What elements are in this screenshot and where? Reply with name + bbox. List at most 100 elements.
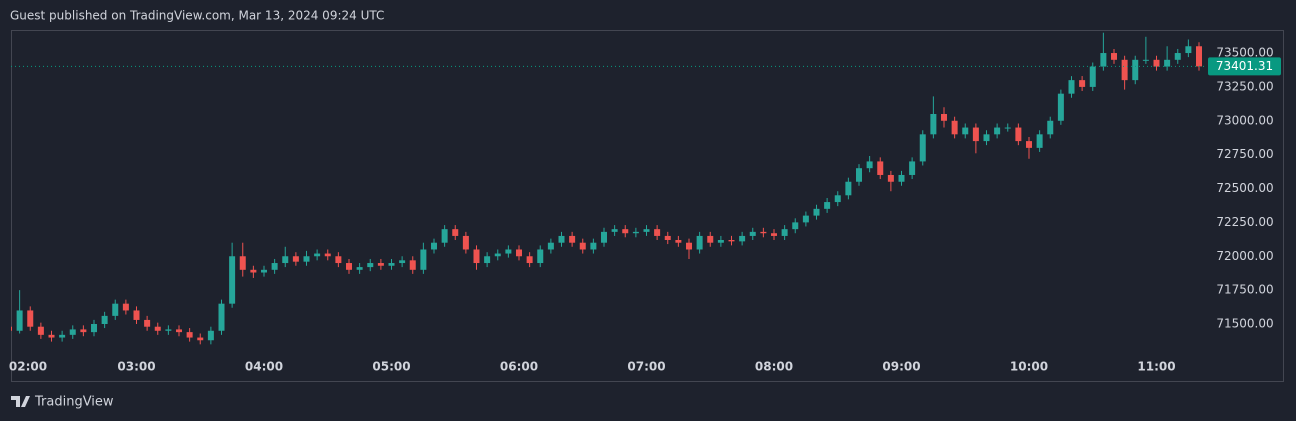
candle-body (1185, 46, 1192, 54)
candle-body (728, 240, 735, 242)
candle-body (441, 229, 448, 243)
y-tick-label: 73000.00 (1216, 113, 1273, 127)
candle-body (919, 134, 926, 162)
last-price-label: 73401.31 (1216, 59, 1273, 73)
candle-body (11, 326, 12, 331)
candle-body (122, 303, 129, 311)
candle-body (1047, 120, 1054, 135)
x-tick-label: 05:00 (372, 360, 410, 374)
candle-body (1026, 141, 1032, 148)
candle-body (643, 229, 650, 232)
candle-body (781, 229, 788, 236)
candle-body (696, 235, 703, 250)
candle-body (579, 242, 586, 250)
candle-body (664, 235, 671, 240)
y-tick-label: 71500.00 (1216, 317, 1273, 331)
candle-body (834, 195, 841, 203)
candle-body (1174, 53, 1181, 60)
candle-body (1036, 134, 1043, 148)
candle-body (101, 315, 108, 324)
candle-body (452, 229, 459, 236)
candle-body (686, 242, 692, 250)
candle-body (675, 240, 682, 243)
candle-body (16, 310, 23, 331)
x-tick-label: 07:00 (627, 360, 665, 374)
candle-body (37, 326, 44, 335)
candle-body (388, 263, 395, 266)
candle-body (229, 256, 236, 304)
candle-body (941, 114, 947, 121)
y-tick-label: 72250.00 (1216, 215, 1273, 229)
candle-body (622, 229, 629, 234)
candle-body (282, 256, 289, 264)
x-tick-label: 06:00 (500, 360, 538, 374)
candle-body (303, 256, 310, 262)
candle-body (462, 235, 469, 250)
candle-body (377, 263, 384, 266)
candle-body (856, 168, 862, 182)
candle-body (1132, 59, 1139, 81)
last-price-tag (1208, 57, 1281, 76)
candle-body (431, 242, 437, 250)
chart-frame (11, 30, 1284, 382)
candle-body (972, 127, 979, 142)
candle-body (324, 253, 331, 257)
candle-body (356, 267, 363, 270)
candle-body (133, 310, 140, 320)
candle-body (1142, 59, 1149, 61)
candle-body (516, 249, 522, 257)
candle-body (558, 235, 565, 243)
candle-body (505, 249, 512, 254)
x-tick-label: 04:00 (245, 360, 283, 374)
candle-body (824, 202, 831, 209)
candle-body (1111, 53, 1117, 60)
x-tick-label: 10:00 (1010, 360, 1048, 374)
candle-body (547, 242, 554, 250)
candle-body (526, 256, 533, 264)
y-tick-label: 73250.00 (1216, 79, 1273, 93)
candle-body (314, 253, 321, 257)
candle-body (207, 330, 214, 341)
candle-body (186, 332, 193, 338)
candle-body (611, 229, 618, 232)
candle-body (877, 161, 884, 175)
candle-body (271, 263, 278, 270)
candle-body (154, 326, 161, 331)
candle-body (1004, 127, 1011, 129)
candle-body (91, 324, 97, 333)
candle-body (218, 303, 225, 331)
candle-body (813, 208, 820, 216)
x-tick-label: 09:00 (882, 360, 920, 374)
candle-body (292, 256, 299, 262)
candle-body (930, 114, 937, 135)
x-tick-label: 03:00 (117, 360, 155, 374)
candle-body (1015, 127, 1022, 142)
candle-body (1100, 53, 1107, 67)
candle-body (601, 231, 607, 243)
candle-body (802, 215, 809, 223)
candle-body (484, 256, 491, 264)
candle-body (845, 181, 852, 196)
candle-body (367, 263, 374, 268)
y-tick-label: 72500.00 (1216, 181, 1273, 195)
candle-body (112, 303, 119, 316)
candle-body (1057, 93, 1064, 121)
candle-body (176, 329, 182, 333)
candle-body (569, 235, 576, 243)
candle-body (866, 161, 873, 169)
candle-body (250, 269, 257, 273)
candle-body (80, 329, 87, 333)
candle-body (1089, 66, 1096, 87)
candle-body (771, 233, 777, 236)
candle-body (27, 310, 34, 327)
candle-body (951, 120, 958, 135)
candle-body (239, 256, 246, 270)
candle-body (473, 249, 480, 264)
candle-body (962, 127, 969, 135)
x-tick-label: 08:00 (755, 360, 793, 374)
candle-body (1153, 59, 1160, 67)
candle-body (335, 256, 342, 264)
candle-body (1068, 80, 1075, 94)
